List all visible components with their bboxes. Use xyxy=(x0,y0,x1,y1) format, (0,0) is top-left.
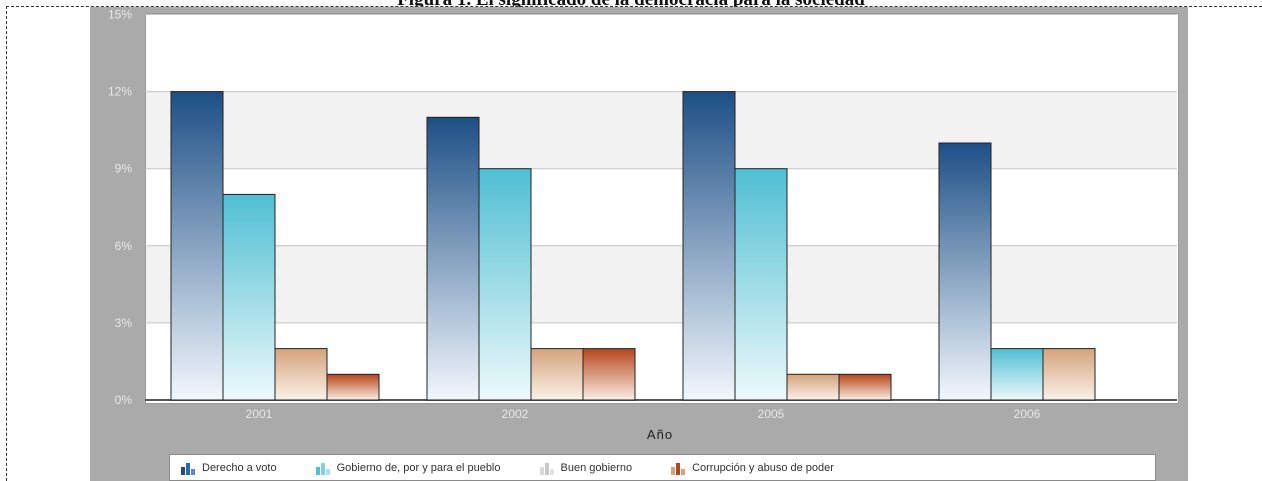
chart-legend: Derecho a voto Gobierno de, por y para e… xyxy=(169,454,1156,481)
legend-label: Buen gobierno xyxy=(560,461,633,474)
bar-2005-series-2 xyxy=(786,373,840,401)
bar-2002-series-3 xyxy=(582,348,636,401)
bar-2002-series-0 xyxy=(426,116,480,401)
bar-2005-series-0 xyxy=(682,91,736,401)
figure-caption: Figura 1. El significado de la democraci… xyxy=(0,0,1262,10)
legend-label: Corrupción y abuso de poder xyxy=(692,461,834,474)
x-tick-label: 2006 xyxy=(1014,407,1041,421)
bar-2006-series-1 xyxy=(990,348,1044,401)
bar-chart-icon xyxy=(180,461,196,475)
y-tick-label: 6% xyxy=(115,239,133,253)
legend-item-gobierno[interactable]: Gobierno de, por y para el pueblo xyxy=(315,461,501,475)
bar-2001-series-1 xyxy=(222,193,276,401)
bar-chart-icon xyxy=(315,461,331,475)
bars xyxy=(170,91,1096,401)
plot-area xyxy=(145,13,1179,404)
bar-2002-series-1 xyxy=(478,168,532,401)
x-tick-label: 2005 xyxy=(758,407,785,421)
grid-band xyxy=(146,245,1177,323)
x-axis-label: Año xyxy=(647,427,673,442)
legend-item-buen-gobierno[interactable]: Buen gobierno xyxy=(539,461,633,475)
dashed-frame-left xyxy=(6,6,7,481)
dashed-frame-top xyxy=(6,6,1262,7)
axis-labels: 0% 3% 6% 9% 12% 15% 2001 2002 2005 2006 Año xyxy=(108,8,1041,443)
bar-2005-series-3 xyxy=(838,373,892,401)
legend-label: Derecho a voto xyxy=(202,461,277,474)
bar-2002-series-2 xyxy=(530,348,584,401)
legend-label: Gobierno de, por y para el pueblo xyxy=(336,461,501,474)
bar-2006-series-0 xyxy=(938,142,992,401)
y-tick-label: 12% xyxy=(108,85,132,99)
bar-2006-series-2 xyxy=(1042,348,1096,401)
y-tick-label: 9% xyxy=(115,162,133,176)
bar-2005-series-1 xyxy=(734,168,788,401)
x-tick-label: 2001 xyxy=(246,407,273,421)
y-tick-label: 3% xyxy=(115,316,133,330)
bar-2001-series-0 xyxy=(170,91,224,401)
bar-chart-icon xyxy=(670,461,686,475)
legend-item-derecho-a-voto[interactable]: Derecho a voto xyxy=(180,461,277,475)
y-tick-label: 0% xyxy=(115,393,133,407)
legend-item-corrupcion[interactable]: Corrupción y abuso de poder xyxy=(670,461,834,475)
x-tick-label: 2002 xyxy=(502,407,529,421)
bar-2001-series-2 xyxy=(274,348,328,401)
y-tick-label: 15% xyxy=(108,8,132,22)
grid-band xyxy=(146,91,1177,169)
grid-lines xyxy=(145,14,1177,401)
bar-chart-icon xyxy=(539,461,555,475)
bar-2001-series-3 xyxy=(326,373,380,401)
